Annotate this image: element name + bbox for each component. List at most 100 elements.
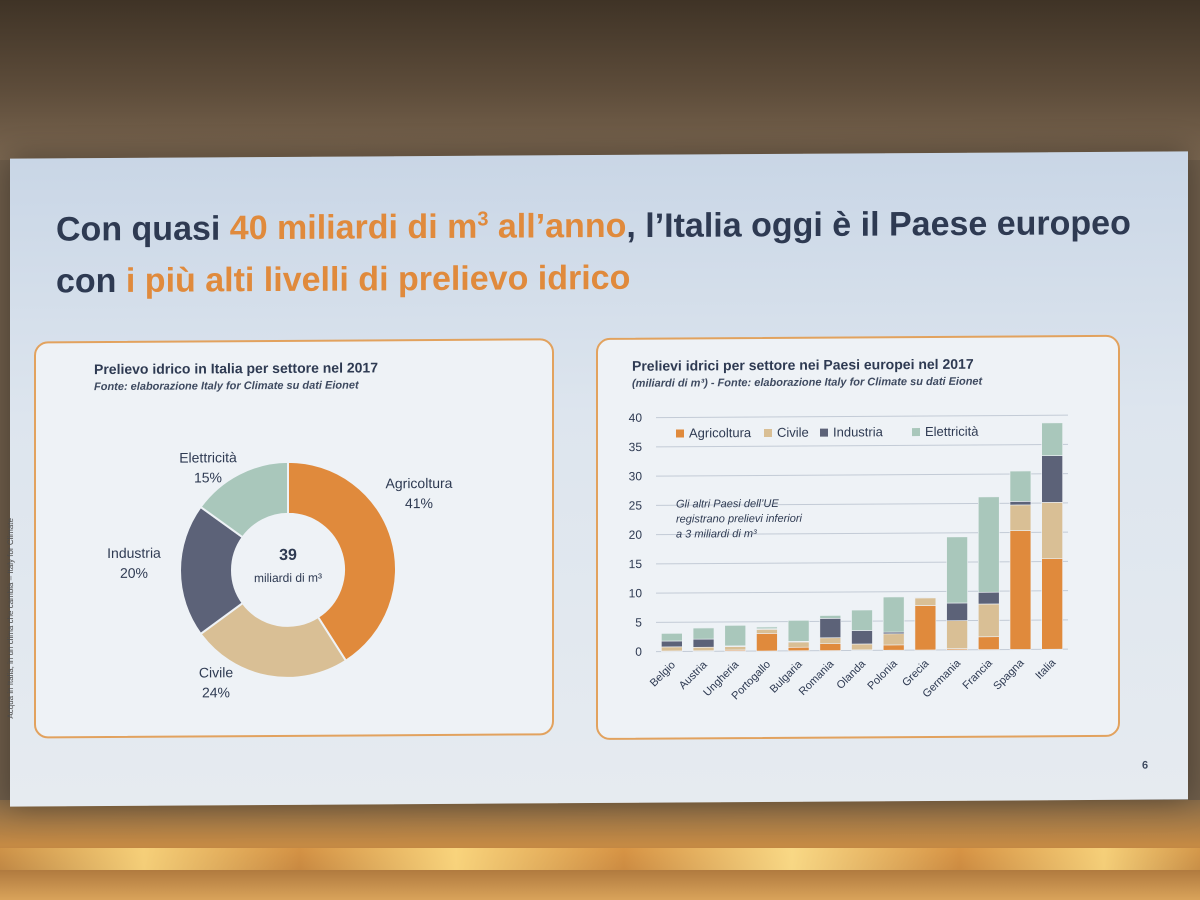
donut-value-industria: 20% bbox=[120, 565, 148, 581]
bar-olanda-industria bbox=[851, 630, 873, 645]
bar-annotation-line-2: registrano prelievi inferiori bbox=[676, 513, 802, 526]
donut-chart-panel: Prelievo idrico in Italia per settore ne… bbox=[34, 338, 554, 739]
bar-bulgaria-agricoltura bbox=[787, 646, 810, 652]
bar-polonia-elettricita bbox=[882, 596, 905, 633]
donut-center-unit: miliardi di m³ bbox=[254, 571, 322, 585]
donut-label-civile: Civile bbox=[199, 664, 233, 680]
donut-labels: Agricoltura 41% Civile 24% Industria 20% Elett… bbox=[107, 449, 453, 700]
bar-romania-industria bbox=[819, 618, 842, 639]
bar-germania-industria bbox=[946, 602, 968, 621]
bar-belgio-civile bbox=[661, 646, 683, 652]
y-tick-10: 10 bbox=[629, 586, 643, 600]
y-tick-25: 25 bbox=[629, 498, 643, 512]
donut-label-industria: Industria bbox=[107, 545, 161, 561]
bar-austria-elettricita bbox=[692, 627, 715, 640]
page-number: 6 bbox=[1142, 759, 1149, 772]
bar-spagna-agricoltura bbox=[1009, 530, 1032, 650]
donut-center-value: 39 bbox=[279, 547, 297, 564]
bar-olanda-elettricita bbox=[851, 609, 873, 631]
bar-legend: Agricoltura Civile Industria Elettricità bbox=[676, 424, 979, 440]
y-tick-5: 5 bbox=[635, 615, 642, 629]
gridline-40 bbox=[656, 414, 1068, 419]
legend-label-elettricita: Elettricità bbox=[925, 424, 979, 439]
bar-romania-civile bbox=[819, 637, 842, 644]
x-tick-olanda: Olanda bbox=[835, 657, 869, 691]
headline-part-1: Con quasi bbox=[56, 209, 230, 249]
headline-highlight-1: 40 miliardi di m3 all’anno bbox=[230, 207, 627, 247]
bar-grecia-agricoltura bbox=[914, 605, 937, 651]
legend-swatch-civile bbox=[764, 428, 772, 437]
bar-polonia-civile bbox=[882, 633, 905, 646]
donut-value-elettricita: 15% bbox=[194, 469, 222, 485]
bar-belgio-elettricita bbox=[661, 633, 683, 642]
x-tick-francia: Francia bbox=[960, 657, 995, 692]
projected-slide: Con quasi 40 miliardi di m3 all’anno, l’… bbox=[6, 151, 1188, 807]
bar-italia-elettricita bbox=[1041, 422, 1063, 456]
gridline-35 bbox=[656, 443, 1068, 448]
bar-germania-elettricita bbox=[946, 536, 968, 604]
donut-slices bbox=[179, 460, 397, 679]
legend-label-civile: Civile bbox=[777, 425, 809, 440]
bar-italia-industria bbox=[1041, 455, 1063, 503]
stacked-bar-chart: 0 5 10 15 20 25 30 35 40 BelgioAustriaUngheriaPo… bbox=[629, 411, 1068, 702]
headline-highlight-1-text: 40 miliardi di m bbox=[229, 208, 478, 248]
y-tick-40: 40 bbox=[629, 411, 643, 425]
donut-label-elettricita: Elettricità bbox=[179, 449, 237, 465]
headline-highlight-1-end: all’anno bbox=[488, 207, 627, 247]
bar-italia-agricoltura bbox=[1041, 558, 1063, 650]
bar-austria-civile bbox=[692, 646, 715, 652]
bar-polonia-agricoltura bbox=[882, 644, 905, 651]
y-tick-35: 35 bbox=[629, 440, 643, 454]
bar-romania-elettricita bbox=[819, 615, 842, 619]
bar-annotation-line-3: a 3 miliardi di m³ bbox=[676, 528, 757, 540]
donut-slice-civile bbox=[199, 601, 348, 679]
bar-grecia-civile bbox=[914, 597, 937, 606]
bar-chart-panel: Prelievi idrici per settore nei Paesi eu… bbox=[596, 334, 1120, 741]
room-background-top bbox=[0, 0, 1200, 160]
bar-romania-agricoltura bbox=[819, 643, 842, 651]
bar-x-ticks: BelgioAustriaUngheriaPortogalloBulgariaR… bbox=[648, 656, 1059, 702]
bar-ungheria-elettricita bbox=[724, 625, 746, 647]
bar-annotation-line-1: Gli altri Paesi dell’UE bbox=[676, 498, 779, 511]
bar-y-ticks: 0 5 10 15 20 25 30 35 40 bbox=[629, 411, 643, 659]
bar-germania-civile bbox=[946, 620, 968, 650]
side-credit: Acqua in Italia, in un clima che cambia … bbox=[6, 518, 15, 719]
y-tick-0: 0 bbox=[635, 645, 642, 659]
x-tick-belgio: Belgio bbox=[648, 659, 678, 689]
bar-portogallo-civile bbox=[756, 628, 778, 634]
bar-portogallo-agricoltura bbox=[756, 633, 778, 652]
slide-headline: Con quasi 40 miliardi di m3 all’anno, l’… bbox=[56, 190, 1156, 308]
bar-belgio-industria bbox=[661, 640, 683, 648]
headline-superscript: 3 bbox=[477, 208, 489, 231]
x-tick-italia: Italia bbox=[1033, 656, 1059, 682]
bar-francia-elettricita bbox=[978, 496, 1000, 593]
legend-label-industria: Industria bbox=[833, 424, 884, 439]
bar-francia-agricoltura bbox=[978, 636, 1000, 650]
y-tick-15: 15 bbox=[629, 557, 643, 571]
bar-olanda-civile bbox=[851, 643, 873, 651]
donut-chart: Agricoltura 41% Civile 24% Industria 20% Elett… bbox=[107, 449, 453, 700]
bar-italia-civile bbox=[1041, 502, 1063, 559]
bar-bars bbox=[661, 422, 1063, 652]
legend-label-agricoltura: Agricoltura bbox=[689, 425, 752, 440]
stage-lights bbox=[0, 848, 1200, 870]
donut-slice-elettricita bbox=[199, 460, 289, 539]
legend-swatch-agricoltura bbox=[676, 429, 684, 438]
x-tick-romania: Romania bbox=[797, 658, 837, 698]
bar-spagna-civile bbox=[1009, 504, 1032, 532]
headline-highlight-2: i più alti livelli di prelievo idrico bbox=[125, 259, 631, 301]
x-tick-polonia: Polonia bbox=[865, 657, 900, 692]
bar-grecia-industria bbox=[914, 596, 937, 599]
bar-austria-industria bbox=[692, 638, 715, 648]
bar-francia-industria bbox=[978, 591, 1000, 605]
legend-swatch-industria bbox=[820, 428, 828, 437]
bar-ungheria-civile bbox=[724, 646, 746, 651]
bar-spagna-industria bbox=[1009, 501, 1032, 506]
donut-value-agricoltura: 41% bbox=[405, 495, 433, 511]
legend-swatch-elettricita bbox=[912, 428, 920, 437]
donut-value-civile: 24% bbox=[202, 684, 230, 700]
donut-label-agricoltura: Agricoltura bbox=[386, 475, 453, 491]
bar-spagna-elettricita bbox=[1009, 470, 1032, 502]
gridline-30 bbox=[656, 473, 1068, 477]
x-tick-spagna: Spagna bbox=[991, 656, 1027, 692]
